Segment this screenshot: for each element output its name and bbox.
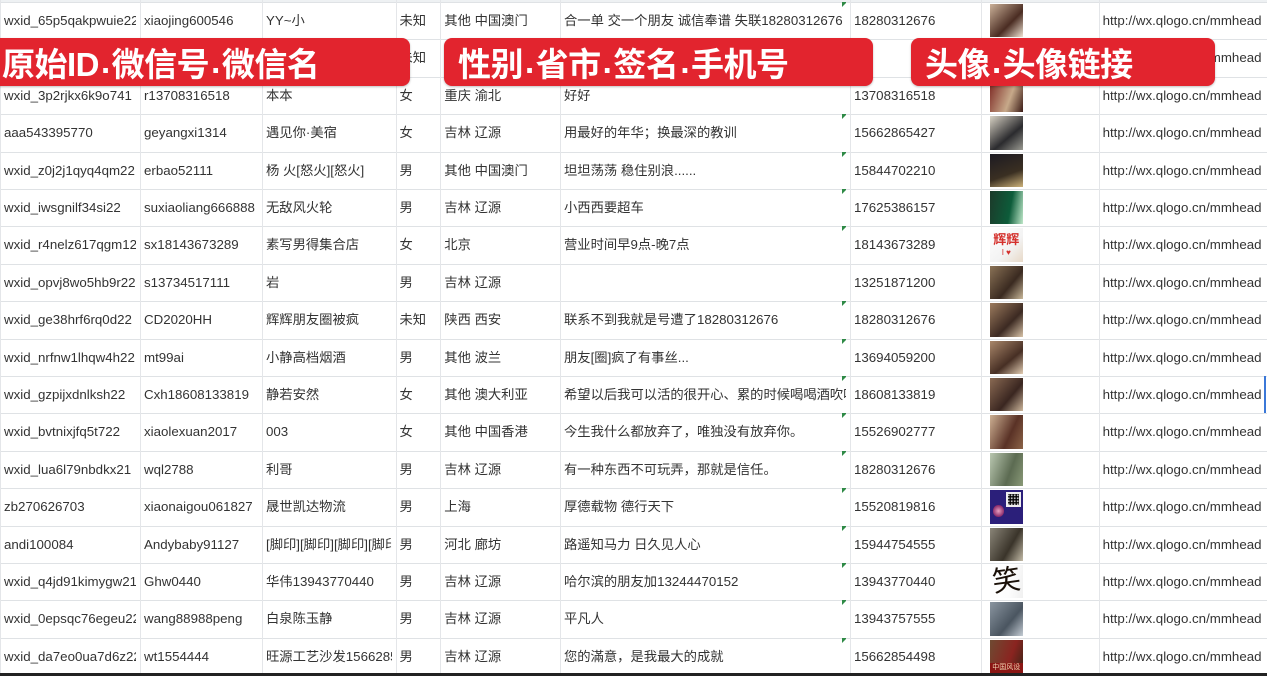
svg-text:笑: 笑 — [990, 565, 1023, 598]
